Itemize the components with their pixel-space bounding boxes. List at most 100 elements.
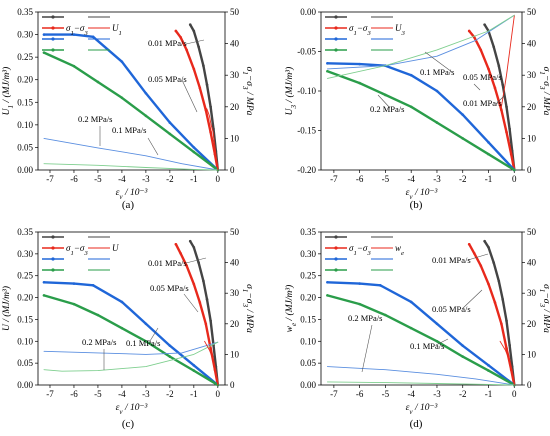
series-line-stress-0-2-MPa-s bbox=[326, 381, 515, 386]
series-point bbox=[205, 298, 209, 301]
legend-label-stress: σ1−σ3 bbox=[349, 243, 371, 257]
x-tick-label: -1 bbox=[485, 389, 493, 399]
series-point bbox=[209, 130, 212, 134]
series-point bbox=[483, 23, 486, 26]
series-point bbox=[192, 246, 196, 249]
series-line-energy-0-05-MPa-s bbox=[204, 106, 219, 171]
panel-label: (a) bbox=[122, 199, 135, 211]
series-line-energy-0-05-MPa-s bbox=[500, 15, 515, 108]
y-left-tick-label: 0.05 bbox=[17, 358, 33, 368]
series-point bbox=[179, 35, 182, 39]
series-point bbox=[461, 344, 465, 347]
legend-marker bbox=[334, 26, 338, 30]
legend-marker bbox=[51, 235, 55, 239]
series-point bbox=[505, 130, 508, 134]
legend-label-energy: U3 bbox=[395, 23, 406, 37]
x-axis-label: εv / 10⁻³ bbox=[406, 403, 438, 416]
y-left-tick-label: 0.30 bbox=[17, 249, 33, 259]
x-tick-label: -1 bbox=[190, 174, 198, 184]
plot-frame bbox=[37, 11, 226, 171]
series-point bbox=[409, 326, 413, 330]
x-tick-label: -1 bbox=[485, 174, 493, 184]
series-point bbox=[192, 29, 196, 33]
y-right-tick-label: 50 bbox=[230, 7, 240, 17]
annotation-label: 0.01 MPa/s bbox=[148, 258, 187, 268]
series-point bbox=[192, 146, 196, 149]
annotation-leader bbox=[377, 94, 391, 109]
annotation-label: 0.05 MPa/s bbox=[463, 72, 502, 82]
panel-label: (b) bbox=[410, 199, 423, 211]
series-point bbox=[42, 51, 46, 54]
series-point bbox=[461, 113, 465, 116]
legend-label-stress: σ1−σ3 bbox=[66, 23, 88, 37]
series-line-energy-0-2-MPa-s bbox=[42, 51, 220, 172]
y-left-tick-label: 0.10 bbox=[17, 120, 33, 130]
series-point bbox=[192, 364, 196, 367]
y-right-axis-label: σ1−σ3 / MPa bbox=[538, 67, 550, 116]
series-point bbox=[505, 319, 508, 323]
series-point bbox=[487, 369, 490, 372]
series-point bbox=[120, 300, 124, 304]
y-right-tick-label: 0 bbox=[527, 165, 532, 175]
x-tick-label: -3 bbox=[142, 389, 150, 399]
legend-marker bbox=[334, 48, 338, 52]
series-point bbox=[358, 62, 361, 66]
annotation-label: 0.1 MPa/s bbox=[420, 67, 454, 77]
series-point bbox=[512, 168, 516, 172]
series-point bbox=[120, 326, 124, 330]
series-point bbox=[168, 132, 172, 136]
y-left-axis-label: U / (MJ/m³) bbox=[1, 286, 12, 331]
x-tick-label: -4 bbox=[407, 174, 415, 184]
panel-label: (c) bbox=[122, 418, 135, 430]
y-right-axis-label: σ1−σ3 / MPa bbox=[241, 284, 254, 333]
annotation-label: 0.01 MPa/s bbox=[148, 38, 187, 48]
series-point bbox=[185, 264, 188, 267]
x-tick-label: -5 bbox=[94, 389, 102, 399]
legend-marker bbox=[51, 268, 55, 272]
series-point bbox=[483, 239, 486, 243]
series-point bbox=[204, 322, 208, 326]
annotation-leader bbox=[149, 327, 159, 342]
series-point bbox=[500, 322, 503, 326]
series-point bbox=[144, 91, 148, 95]
y-left-tick-label: -0.15 bbox=[297, 126, 316, 136]
series-point bbox=[42, 280, 46, 284]
series-point bbox=[500, 108, 503, 112]
series-point bbox=[202, 279, 205, 283]
x-tick-label: -3 bbox=[433, 389, 441, 399]
series-point bbox=[409, 73, 413, 77]
x-axis-label: εv / 10⁻³ bbox=[116, 403, 148, 416]
y-left-tick-label: 0.30 bbox=[17, 30, 33, 40]
y-left-tick-label: 0.35 bbox=[300, 227, 316, 237]
series-point bbox=[168, 355, 172, 358]
series-line-energy-0-2-MPa-s bbox=[42, 294, 220, 387]
series-line-energy-0-05-MPa-s bbox=[204, 340, 219, 386]
series-point bbox=[209, 105, 212, 109]
series-point bbox=[198, 301, 202, 304]
series-point bbox=[409, 300, 413, 304]
annotation-label: 0.2 MPa/s bbox=[82, 337, 116, 347]
series-line-stress-0-2-MPa-s bbox=[43, 163, 219, 171]
series-point bbox=[461, 137, 465, 140]
legend-label-energy: U1 bbox=[112, 23, 122, 37]
y-right-tick-label: 20 bbox=[527, 102, 537, 112]
x-tick-label: -6 bbox=[356, 174, 364, 184]
y-right-axis-label: σ1−σ3 / MPa bbox=[241, 67, 254, 116]
series-point bbox=[188, 23, 192, 26]
y-left-axis-label: U1 / (MJ/m³) bbox=[1, 67, 15, 116]
series-point bbox=[185, 48, 188, 52]
y-left-tick-label: 0.30 bbox=[300, 249, 316, 259]
series-line-stress-0-1-MPa-s bbox=[43, 137, 219, 171]
x-axis-label: εv / 10⁻³ bbox=[116, 188, 148, 201]
y-right-tick-label: 50 bbox=[527, 227, 537, 237]
series-point bbox=[461, 355, 465, 358]
series-point bbox=[435, 339, 439, 343]
series-point bbox=[435, 121, 439, 124]
x-tick-label: -2 bbox=[459, 389, 467, 399]
series-point bbox=[467, 29, 471, 33]
x-tick-label: -3 bbox=[142, 174, 150, 184]
y-left-tick-label: 0.25 bbox=[17, 52, 33, 62]
series-point bbox=[326, 69, 329, 73]
annotation-leader bbox=[461, 289, 483, 310]
x-tick-label: -3 bbox=[433, 174, 441, 184]
